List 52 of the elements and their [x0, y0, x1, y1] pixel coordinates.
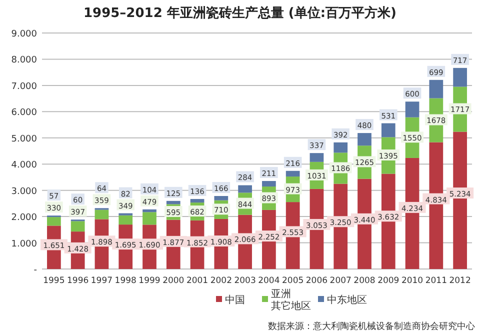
x-tick-label: 2010	[401, 276, 424, 286]
x-tick-label: 2012	[449, 276, 471, 286]
x-tick-label: 1999	[138, 276, 160, 286]
legend-label: 中东地区	[327, 294, 367, 306]
bar	[310, 153, 324, 162]
bar	[190, 198, 204, 203]
x-tick-label: 2011	[425, 276, 447, 286]
bar	[334, 142, 348, 153]
bar	[262, 181, 276, 187]
y-tick-label: 2.000	[11, 213, 38, 224]
x-tick-label: 1998	[114, 276, 136, 286]
bar	[166, 200, 180, 204]
bar	[47, 217, 61, 226]
bar	[94, 210, 109, 220]
x-tick-label: 1997	[90, 276, 113, 286]
bar	[238, 185, 252, 193]
x-tick-label: 2000	[162, 276, 184, 286]
x-tick-label: 1996	[67, 276, 89, 286]
bar	[214, 196, 228, 200]
x-tick-label: 2005	[282, 276, 304, 286]
x-tick-label: 1995	[43, 276, 65, 286]
y-tick-label: -	[34, 266, 37, 276]
bar	[118, 215, 133, 225]
legend-label: 中国	[225, 294, 245, 306]
bar	[429, 80, 444, 98]
x-tick-label: 2003	[234, 276, 256, 286]
y-tick-label: 7.000	[11, 82, 38, 92]
x-tick-label: 2002	[210, 276, 232, 286]
source-note: 数据来源：意大利陶瓷机械设备制造商协会研究中心	[268, 321, 475, 332]
y-tick-label: 8.000	[11, 56, 38, 66]
y-tick-label: 6.000	[11, 108, 38, 118]
x-tick-label: 2008	[354, 276, 376, 286]
bar	[405, 102, 420, 118]
bar	[453, 68, 467, 87]
y-tick-label: 5.000	[11, 134, 38, 144]
y-tick-label: 4.000	[11, 160, 38, 171]
legend-label: 亚洲其它地区	[271, 288, 311, 312]
y-tick-label: 9.000	[11, 30, 38, 40]
bar	[381, 123, 396, 138]
x-tick-label: 2006	[306, 276, 328, 286]
bar	[142, 209, 156, 212]
y-tick-label: 3.000	[11, 186, 38, 197]
y-tick-label: 1.000	[11, 239, 38, 250]
bar	[70, 221, 85, 232]
x-tick-label: 2004	[258, 276, 280, 286]
bar	[286, 170, 300, 177]
bar	[358, 133, 372, 146]
x-tick-label: 2001	[186, 276, 208, 286]
x-tick-label: 2009	[378, 276, 400, 286]
bar	[142, 212, 156, 225]
chart-title: 1995–2012 年亚洲瓷砖生产总量 (单位:百万平方米)	[84, 5, 396, 21]
x-tick-label: 2007	[330, 276, 352, 286]
